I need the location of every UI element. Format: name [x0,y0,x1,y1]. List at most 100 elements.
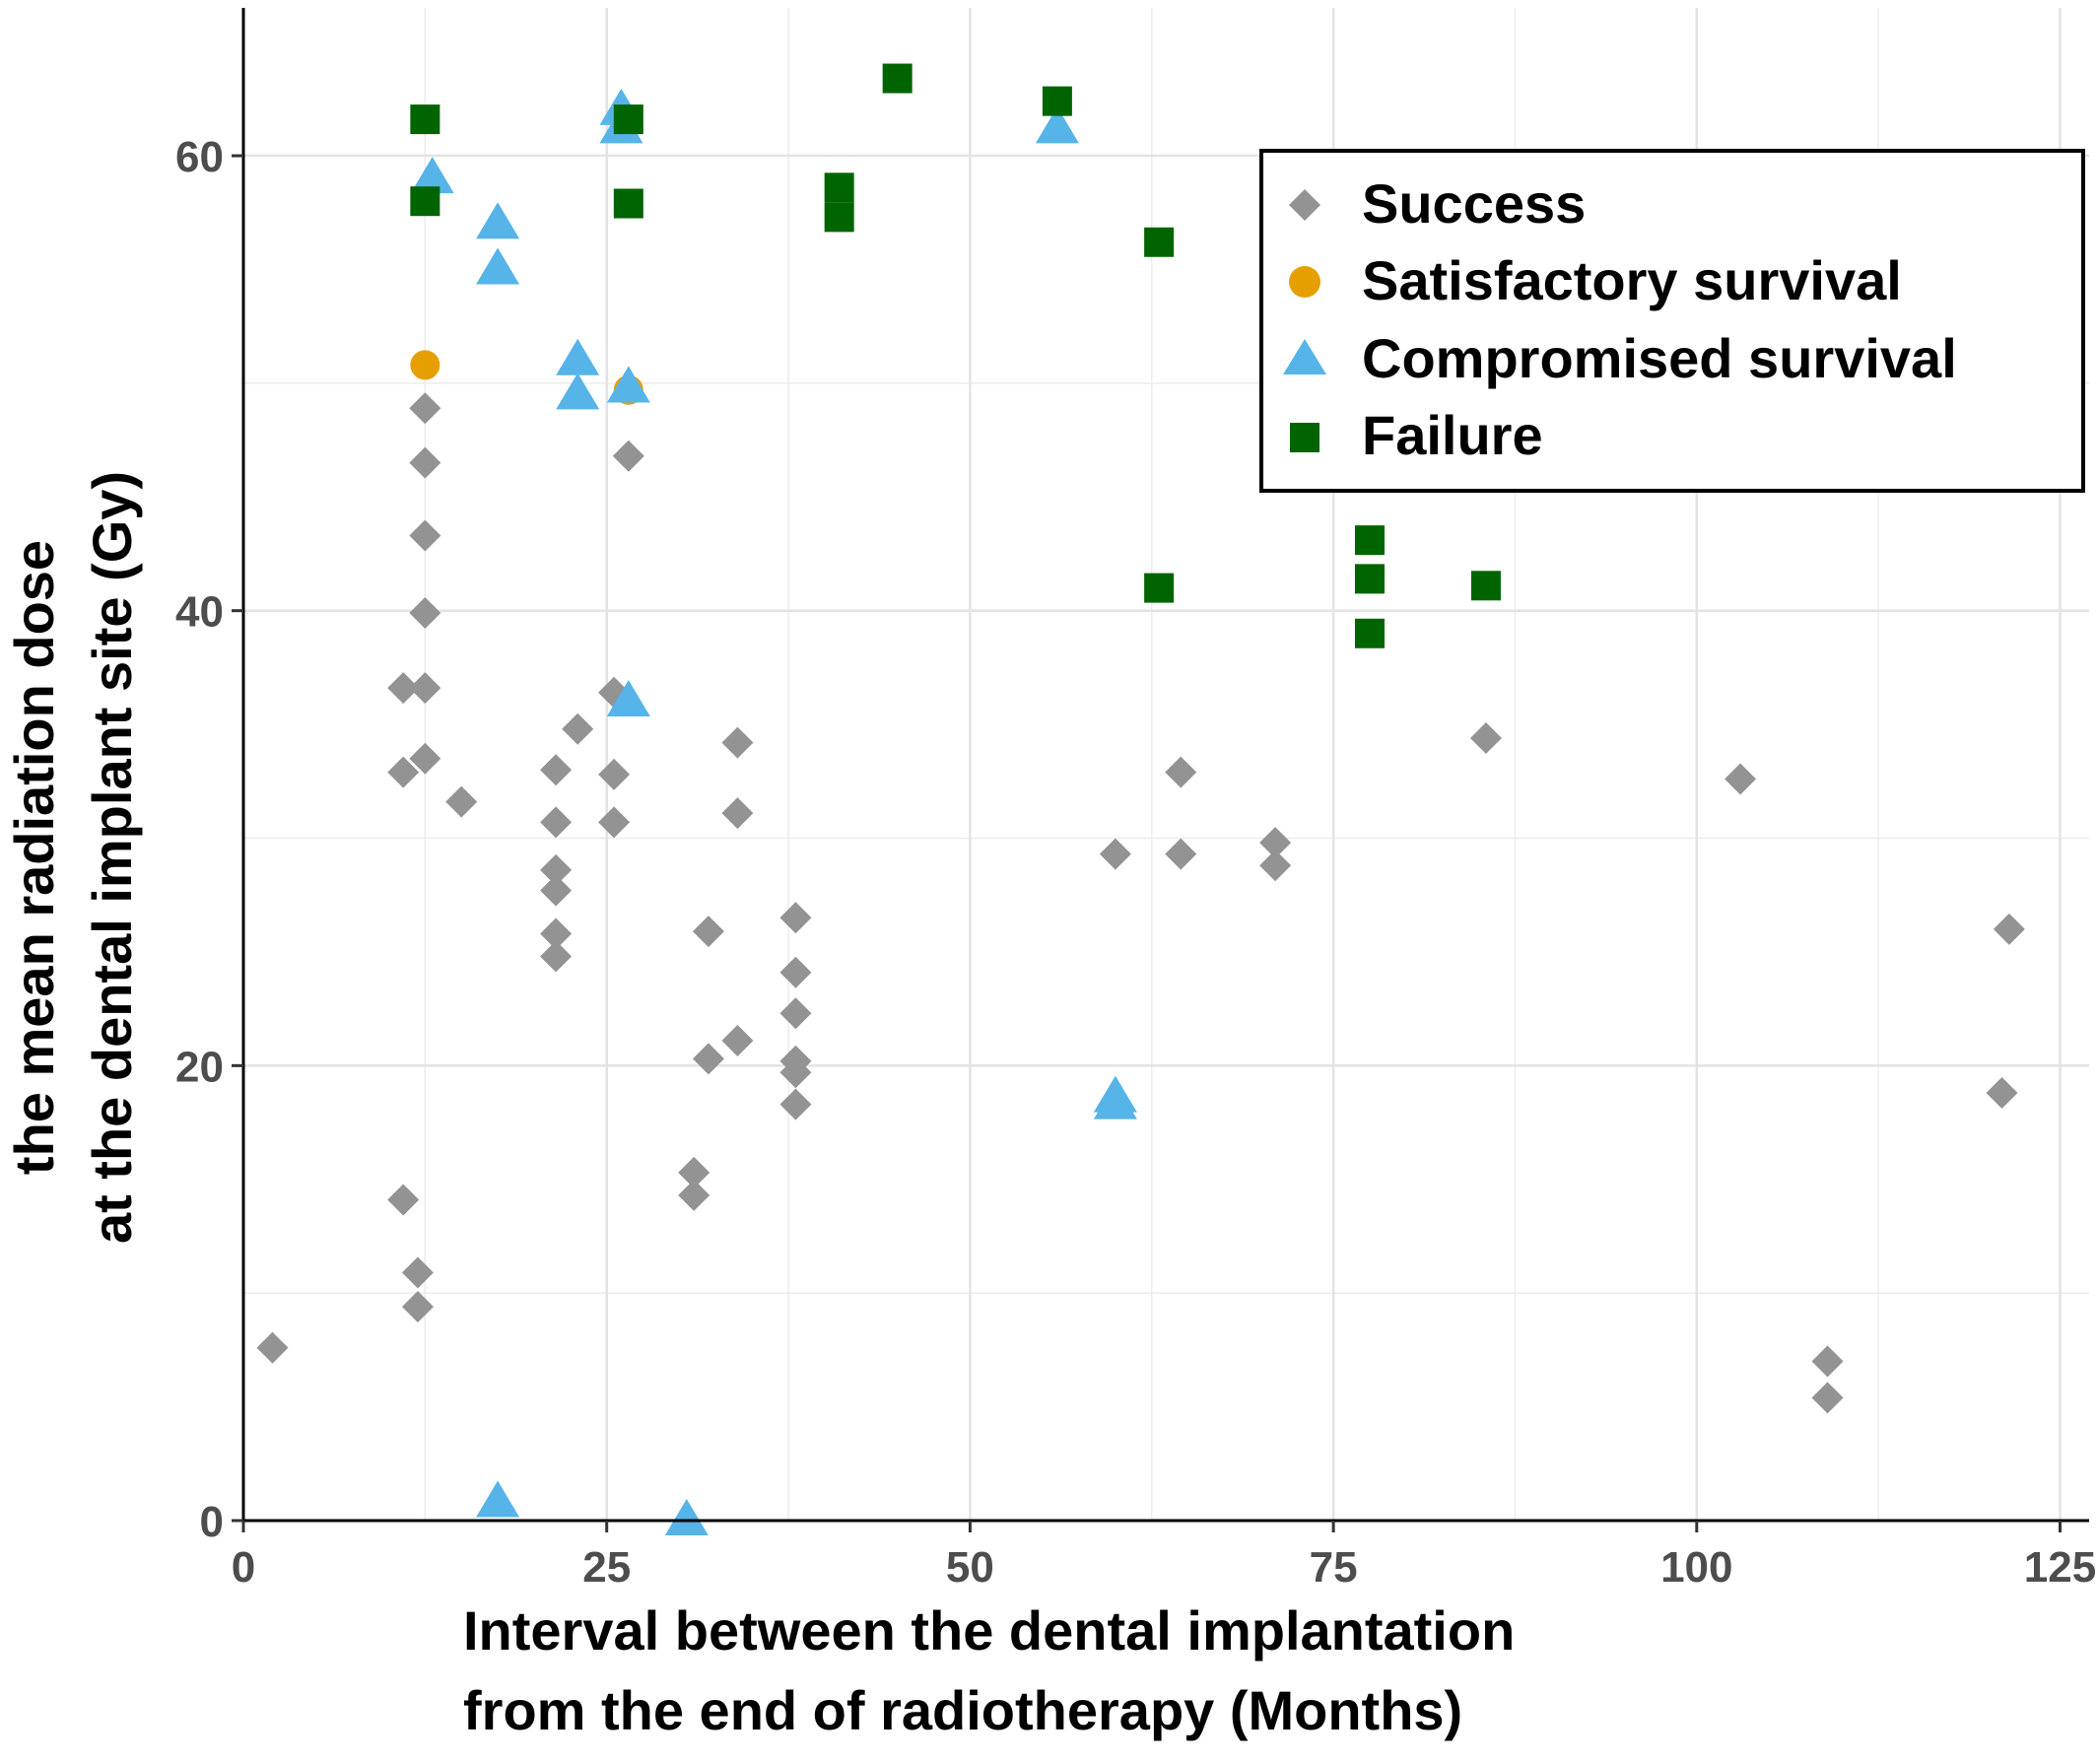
point-compromised-survival [556,373,600,410]
point-success [1259,849,1292,882]
legend-triangle-icon [1283,339,1326,374]
point-success [678,1156,710,1188]
legend-circle-icon [1289,266,1320,298]
legend-label-failure: Failure [1362,404,1543,466]
point-success [1811,1382,1844,1414]
point-failure [613,104,643,135]
legend-box [1259,149,2085,493]
point-success [779,997,812,1030]
point-compromised-survival [410,157,454,194]
point-success [721,726,754,759]
point-success [540,874,573,907]
x-tick-label: 125 [2024,1543,2096,1592]
legend-square-icon [1290,423,1319,452]
x-tick-label: 100 [1660,1543,1732,1592]
point-failure [410,186,440,217]
point-failure [882,63,913,94]
y-axis-label-line-2: at the dental implant site (Gy) [81,471,143,1244]
x-tick-label: 0 [232,1543,255,1592]
y-axis-label: the mean radiation dose at the dental im… [3,471,143,1244]
y-axis-label-line-1: the mean radiation dose [3,540,65,1175]
point-success [1165,756,1197,788]
point-success [721,1024,754,1056]
x-tick-label: 75 [1310,1543,1358,1592]
point-compromised-survival [1035,106,1079,144]
point-success [387,672,420,705]
data-points [256,63,2025,1535]
point-failure [1354,564,1385,594]
axes: 0 25 50 75 100 125 0 20 40 60 [175,8,2096,1592]
x-axis-label-line-2: from the end of radiotherapy (Months) [463,1679,1462,1741]
point-success [692,916,724,948]
point-failure [613,188,643,219]
point-success [598,806,631,839]
y-tick-label: 60 [175,133,224,181]
point-failure [1354,618,1385,648]
point-compromised-survival [476,247,520,285]
point-failure [824,172,854,203]
y-tick-label: 40 [175,588,224,637]
point-success [540,940,573,973]
point-compromised-survival [556,338,600,375]
point-failure [1354,525,1385,556]
point-success [598,758,631,790]
point-satisfactory-survival [410,350,440,380]
legend-diamond-icon [1289,189,1320,221]
x-axis-label-line-1: Interval between the dental implantation [463,1599,1515,1662]
point-success [1469,721,1502,754]
point-success [779,1056,812,1089]
y-tick-label: 0 [200,1498,224,1546]
point-success [540,806,573,839]
point-compromised-survival [476,202,520,239]
point-success [612,440,644,472]
x-tick-label: 50 [946,1543,994,1592]
point-success [1811,1345,1844,1378]
point-success [540,917,573,950]
point-success [1259,827,1292,859]
point-success [562,712,594,745]
point-success [387,1184,420,1216]
point-success [779,956,812,988]
point-success [779,1088,812,1120]
point-failure [1144,227,1175,257]
point-success [779,902,812,934]
point-success [540,853,573,886]
point-success [401,1256,434,1289]
point-compromised-survival [606,680,650,717]
point-success [1725,763,1757,795]
point-success [1165,838,1197,870]
point-success [692,1043,724,1075]
point-failure [824,202,854,233]
point-failure [410,104,440,135]
point-success [445,785,478,818]
point-success [721,797,754,830]
legend-label-compromised: Compromised survival [1362,327,1957,389]
point-success [401,1291,434,1323]
point-success [256,1331,289,1364]
point-compromised-survival [606,366,650,403]
point-compromised-survival [476,1480,520,1518]
point-success [409,392,441,425]
point-success [1099,838,1131,870]
legend-label-satisfactory: Satisfactory survival [1362,249,1902,311]
point-success [409,597,441,629]
point-failure [1042,86,1072,116]
point-success [409,519,441,552]
x-tick-label: 25 [582,1543,631,1592]
legend: Success Satisfactory survival Compromise… [1259,149,2085,493]
point-compromised-survival [664,1499,709,1535]
point-success [678,1179,710,1211]
point-success [387,756,420,788]
point-success [540,754,573,786]
point-failure [1470,571,1501,601]
point-success [409,446,441,479]
point-failure [1144,573,1175,603]
point-compromised-survival [1093,1082,1137,1119]
y-tick-label: 20 [175,1043,224,1091]
legend-label-success: Success [1362,172,1586,235]
point-success [1986,1077,2018,1110]
point-success [1993,913,2025,945]
point-success [409,742,441,775]
point-success [409,672,441,705]
